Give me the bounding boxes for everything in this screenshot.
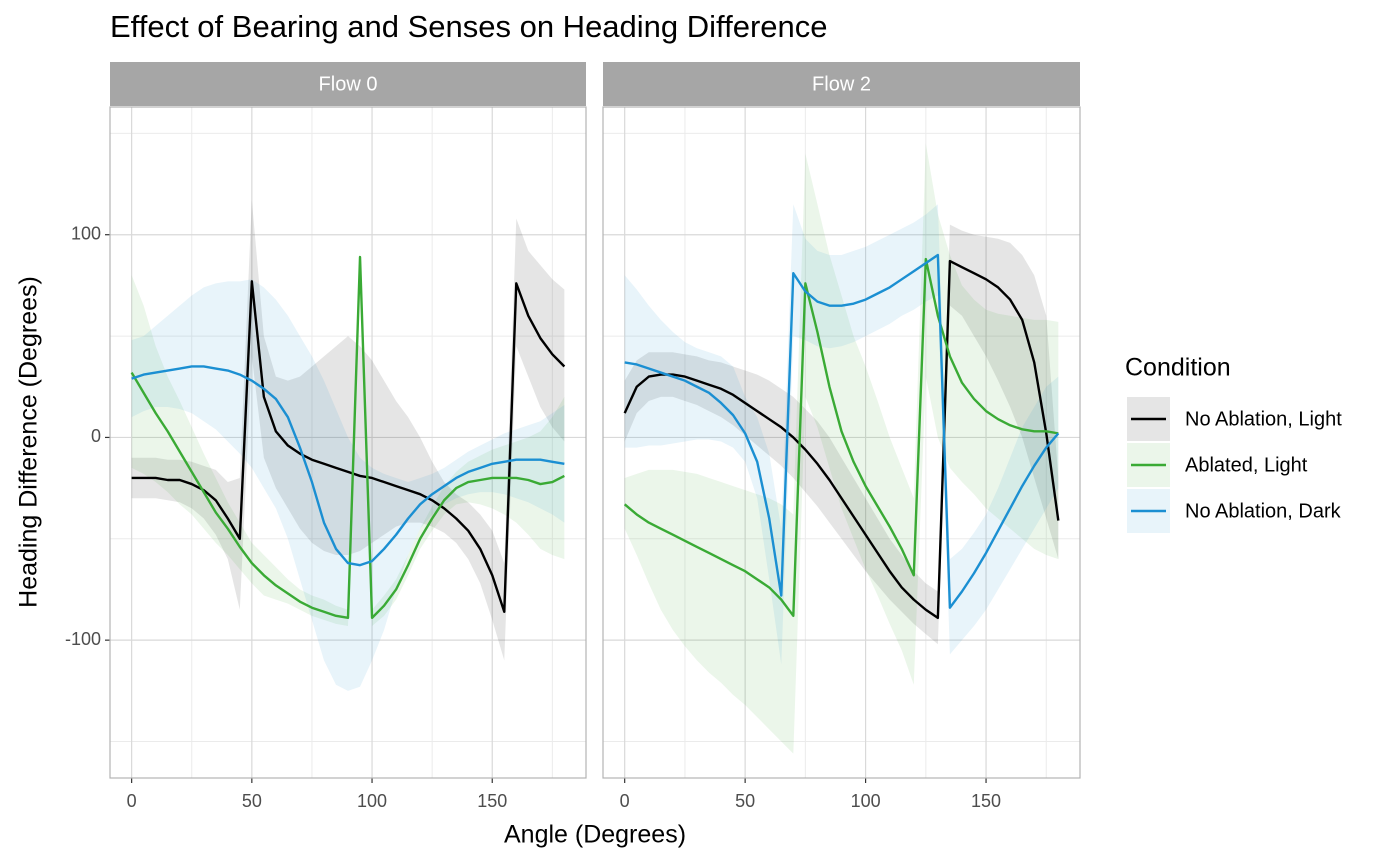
panel: 0 50 100 150 -100 0 100 Flow 0 [65, 62, 587, 811]
series-line [624, 253, 1060, 609]
facet-strip [603, 62, 1080, 106]
ribbon [624, 204, 1059, 665]
y-axis-label: Heading Difference (Degrees) [15, 276, 43, 608]
x-axis-label: Angle (Degrees) [504, 821, 686, 849]
panel: 0 50 100 150 Flow 2 [602, 62, 1081, 811]
series-line [131, 365, 565, 567]
x-tick-label: 50 [242, 791, 262, 811]
x-tick-label: 100 [357, 791, 387, 811]
facet-label: Flow 0 [319, 73, 378, 95]
legend-label: No Ablation, Dark [1185, 500, 1342, 522]
x-tick-label: 0 [620, 791, 630, 811]
x-tick-label: 150 [971, 791, 1001, 811]
y-tick-label: 0 [91, 426, 101, 446]
series-line [623, 257, 1059, 618]
legend-title: Condition [1125, 354, 1231, 382]
panel-background [603, 107, 1080, 778]
legend-label: No Ablation, Light [1185, 408, 1342, 430]
ribbon [624, 224, 1059, 645]
facet-label: Flow 2 [812, 73, 871, 95]
series-line [130, 255, 565, 620]
x-tick-label: 50 [735, 791, 755, 811]
y-tick-label: -100 [65, 629, 101, 649]
series-line [623, 259, 1060, 620]
x-tick-label: 150 [477, 791, 507, 811]
panel-background [110, 107, 586, 778]
legend-label: Ablated, Light [1185, 454, 1308, 476]
x-tick-label: 0 [127, 791, 137, 811]
facet-strip [110, 62, 586, 106]
x-tick-label: 100 [851, 791, 881, 811]
y-tick-label: 100 [71, 223, 101, 243]
chart-title: Effect of Bearing and Senses on Heading … [110, 9, 828, 44]
ribbon [131, 279, 565, 691]
panel-border [602, 106, 1081, 779]
panel-border [109, 106, 587, 779]
